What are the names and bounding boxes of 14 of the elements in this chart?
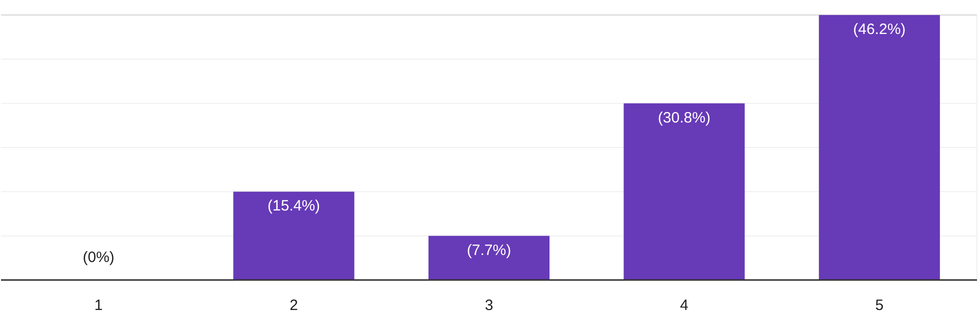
- x-tick-label: 3: [484, 297, 494, 314]
- bar: [233, 192, 354, 280]
- data-label: (30.8%): [658, 109, 710, 126]
- x-tick-label: 4: [680, 297, 688, 314]
- data-label: (0%): [82, 249, 114, 266]
- bar: [428, 236, 550, 280]
- x-tick-label: 2: [290, 297, 298, 314]
- bar: [818, 15, 940, 280]
- data-label: (15.4%): [268, 198, 320, 215]
- data-label: (46.2%): [853, 21, 906, 38]
- bar: [624, 103, 745, 280]
- x-tick-label: 1: [94, 297, 103, 314]
- data-label: (7.7%): [466, 242, 512, 259]
- x-tick-label: 5: [875, 297, 884, 314]
